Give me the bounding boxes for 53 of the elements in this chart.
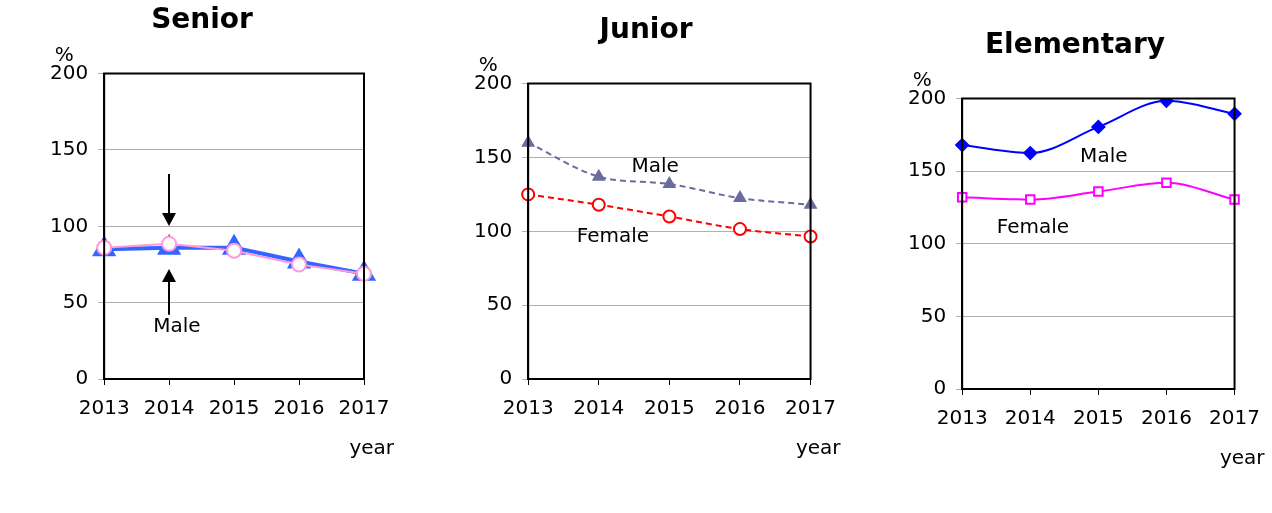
x-tick-label: 2014	[1004, 405, 1056, 430]
chart-title: Junior	[597, 12, 693, 46]
series-label: Male	[1080, 142, 1128, 167]
point	[592, 169, 605, 181]
x-tick-label: 2017	[1209, 405, 1260, 430]
x-tick-label: 2016	[1141, 405, 1192, 430]
x-tick-label: 2015	[643, 395, 695, 420]
y-tick-label: 0	[933, 375, 947, 400]
series-label: Male	[631, 152, 679, 177]
y-axis-title: %	[54, 41, 74, 66]
x-tick-label: 2014	[573, 395, 625, 420]
chart-title: Senior	[151, 2, 254, 36]
series-label: Female	[996, 214, 1070, 239]
y-axis-title: %	[478, 51, 498, 76]
y-tick-label: 100	[907, 230, 947, 254]
y-tick-label: 0	[499, 365, 513, 390]
x-axis-title: year	[795, 435, 842, 460]
chart-title: Elementary	[984, 27, 1166, 61]
y-tick-label: 150	[49, 136, 89, 161]
y-tick-label: 50	[62, 288, 89, 313]
x-tick-label: 2017	[338, 395, 390, 420]
x-tick-label: 2013	[936, 405, 988, 430]
x-tick-label: 2014	[143, 395, 195, 420]
point	[1023, 146, 1038, 161]
y-tick-label: 50	[920, 302, 947, 327]
x-axis-title: year	[349, 435, 395, 460]
y-tick-label: 100	[49, 212, 89, 237]
x-tick-label: 2013	[502, 395, 554, 420]
point	[591, 197, 606, 212]
point	[1025, 194, 1036, 205]
x-tick-label: 2017	[785, 395, 836, 420]
x-axis-title: year	[1219, 445, 1266, 470]
x-tick-label: 2015	[1072, 405, 1124, 430]
point	[662, 209, 677, 224]
point	[663, 177, 676, 189]
point	[1093, 186, 1104, 197]
text: Male	[153, 313, 201, 338]
y-tick-label: 150	[473, 143, 513, 168]
x-tick-label: 2015	[208, 395, 260, 420]
point	[732, 222, 747, 237]
y-tick-label: 0	[75, 365, 89, 390]
point	[1229, 194, 1240, 205]
point	[733, 191, 747, 203]
x-tick-label: 2016	[714, 395, 766, 420]
point	[1161, 177, 1172, 189]
x-tick-label: 2016	[273, 395, 325, 420]
y-tick-label: 100	[473, 217, 513, 242]
series-label: Female	[576, 223, 650, 248]
y-tick-label: 50	[486, 291, 513, 316]
x-tick-label: 2013	[78, 395, 130, 420]
point	[1091, 119, 1106, 134]
y-tick-label: 150	[907, 157, 947, 182]
y-axis-title: %	[912, 66, 932, 91]
